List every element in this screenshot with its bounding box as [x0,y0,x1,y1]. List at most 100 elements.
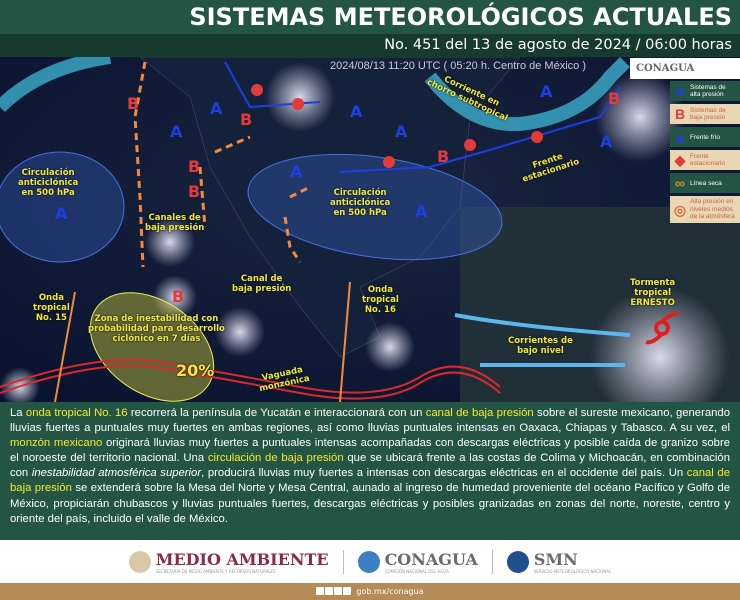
forecast-description: La onda tropical No. 16 recorrerá la pen… [10,406,730,527]
svg-text:B: B [127,94,139,113]
highlighted-term: monzón mexicano [10,437,103,450]
b-icon: B [674,106,686,123]
subtitle-bar: No. 451 del 13 de agosto de 2024 / 06:00… [0,34,740,57]
social-icons [316,586,352,597]
website-link[interactable]: gob.mx/conagua [356,587,424,596]
legend-label: Sistemas de baja presión [690,106,726,122]
satellite-timestamp: 2024/08/13 11:20 UTC ( 05:20 h. Centro d… [330,60,586,72]
svg-text:B: B [172,287,184,306]
jet-stream [0,57,630,132]
text-segment: inestabilidad atmosférica superior [31,467,202,480]
legend-label: Línea seca [690,179,722,187]
emblem-icon [506,550,529,573]
svg-text:A: A [290,162,303,181]
header-bar: SISTEMAS METEOROLÓGICOS ACTUALES [0,0,740,34]
text-segment: La [10,407,26,419]
x-icon[interactable] [325,586,334,595]
highlighted-term: canal de baja presión [10,467,730,495]
highlighted-term: onda tropical No. 16 [25,407,128,419]
legend-label: Sistemas de alta presión [690,83,726,99]
page-title: SISTEMAS METEOROLÓGICOS ACTUALES [189,3,732,31]
svg-text:A: A [350,102,363,121]
legend-item: ◎ Alta presión en niveles medios de la at… [670,196,740,223]
conagua-logo: CONAGUA [630,58,740,79]
legend-item: B Sistemas de baja presión [670,104,740,125]
map-legend: A Sistemas de alta presión B Sistemas de ba… [670,81,740,226]
tropical-storm-icon [645,311,679,345]
svg-text:A: A [415,202,428,221]
facebook-icon[interactable] [316,586,325,595]
low-level-currents [454,313,631,367]
svg-text:B: B [240,110,252,129]
label-anticyclone-gulf: Circulación anticiclónica en 500 hPa [330,188,391,218]
anticyclone-pacific [0,151,125,263]
logo-tagline: SECRETARÍA DE MEDIO AMBIENTE Y RECURSOS … [155,568,276,574]
tropical-waves [54,281,351,402]
instagram-icon[interactable] [334,586,343,595]
logo-name: SMN [533,549,578,569]
legend-label: Frente frío [690,133,720,141]
legend-label: Alta presión en niveles medios de la atm… [690,198,735,221]
logo-divider [491,549,493,574]
text-segment: sobre el sureste mexicano, generando llu… [10,407,730,435]
footer-social-bar: gob.mx/conagua [0,583,740,600]
logo-tagline: SERVICIO METEOROLÓGICO NACIONAL [533,568,612,574]
bulletin-number-date: No. 451 del 13 de agosto de 2024 / 06:00… [384,37,732,53]
legend-item: A Sistemas de alta presión [670,81,740,102]
logo-tagline: COMISIÓN NACIONAL DEL AGUA [384,568,449,574]
stationary-front-icon: ◆ [674,152,686,169]
emblem-icon [128,550,151,573]
svg-text:B: B [437,147,449,166]
legend-item: ▲ Frente frío [670,127,740,148]
anticyclone-gulf [247,153,503,261]
text-segment: recorrerá la península de Yucatán e inte… [127,407,426,419]
logo-name: CONAGUA [384,549,478,569]
label-wave-15: Onda tropical No. 15 [33,293,70,323]
a-icon: A [674,83,686,99]
upper-high-icon: ◎ [673,201,687,218]
dry-line-icon: ∞ [675,175,685,192]
front-warm-markers [251,84,543,168]
logo-name: MEDIO AMBIENTE [155,549,329,569]
clouds [0,62,730,402]
label-currents: Corrientes de bajo nivel [508,336,573,356]
monsoon-trough [0,358,501,400]
text-segment: que se ubicará frente a las costas de Co… [10,452,730,480]
label-storm: Tormenta tropical ERNESTO [630,278,676,308]
svg-text:A: A [55,204,68,223]
label-canal: Canal de baja presión [232,274,292,294]
text-segment: , producirá lluvias muy fuertes a intens… [201,467,687,480]
text-segment: se extenderá sobre la Mesa del Norte y M… [10,482,730,525]
youtube-icon[interactable] [343,586,352,595]
highlighted-term: circulación de baja presión [207,452,344,465]
label-anticyclone-pacific: Circulación anticiclónica en 500 hPa [18,168,79,198]
svg-text:A: A [540,82,553,101]
instability-zone [89,292,215,402]
svg-text:A: A [210,99,223,118]
footer-logos: MEDIO AMBIENTE SECRETARÍA DE MEDIO AMBIEN… [0,540,740,583]
svg-text:B: B [608,89,620,108]
label-canales: Canales de baja presión [145,213,205,233]
svg-text:A: A [395,122,408,141]
low-pressure-troughs [133,61,311,268]
logo-smn: SMN SERVICIO METEOROLÓGICO NACIONAL [506,549,612,574]
svg-text:B: B [188,157,200,176]
description-panel: La onda tropical No. 16 recorrerá la pen… [0,402,740,540]
label-probability: 20% [176,361,215,380]
label-instability-zone: Zona de inestabilidad con probabilidad p… [88,314,225,344]
label-wave-16: Onda tropical No. 16 [362,285,399,315]
logo-medio-ambiente: MEDIO AMBIENTE SECRETARÍA DE MEDIO AMBIEN… [128,549,329,574]
legend-label: Frente estacionario [690,152,726,168]
emblem-icon [357,550,380,573]
svg-text:B: B [188,182,200,201]
text-segment: originará lluvias muy fuertes a puntuale… [10,437,730,465]
legend-item: ∞ Línea seca [670,173,740,194]
cold-front-icon: ▲ [673,129,687,146]
logo-conagua: CONAGUA COMISIÓN NACIONAL DEL AGUA [357,549,478,574]
legend-item: ◆ Frente estacionario [670,150,740,171]
svg-text:A: A [600,132,613,151]
svg-text:A: A [170,122,183,141]
